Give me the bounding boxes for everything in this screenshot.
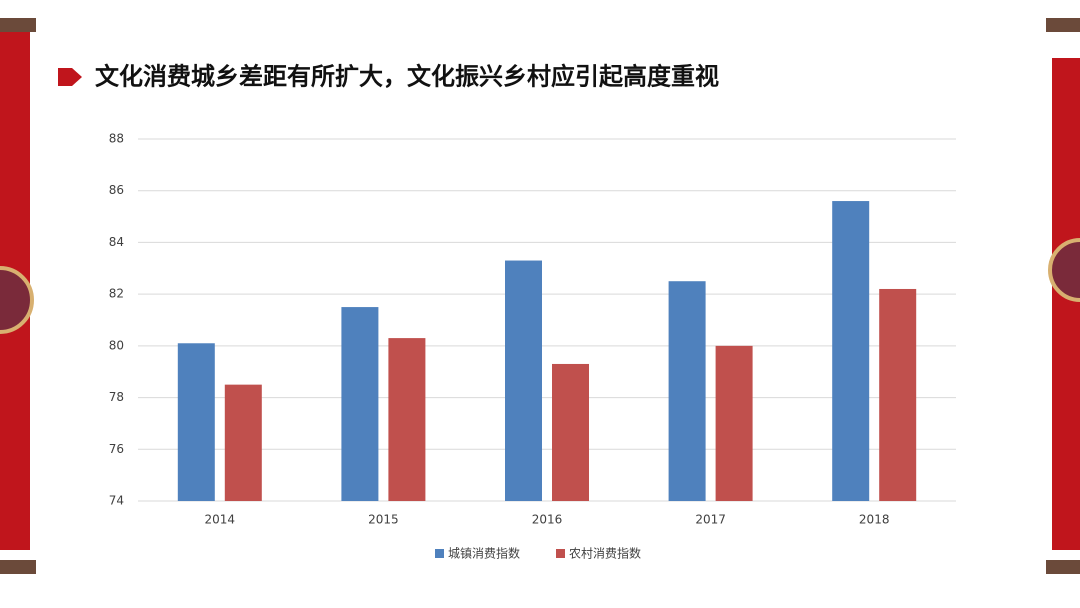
left-scroll-rod [0, 560, 36, 574]
bar [879, 288, 917, 501]
legend-swatch [556, 549, 565, 558]
bar [668, 281, 706, 501]
right-scroll-rod [1046, 18, 1080, 32]
y-tick-label: 86 [109, 183, 124, 197]
y-tick-label: 84 [109, 235, 124, 249]
y-tick-label: 82 [109, 287, 124, 301]
legend-swatch [435, 549, 444, 558]
y-tick-label: 76 [109, 442, 124, 456]
bar [177, 343, 215, 501]
x-tick-label: 2016 [532, 513, 563, 527]
bar [341, 307, 379, 501]
bar [505, 260, 542, 501]
right-scroll [1052, 58, 1080, 550]
x-tick-label: 2015 [368, 513, 399, 527]
chart-title: 文化消费城乡差距有所扩大，文化振兴乡村应引起高度重视 [95, 62, 719, 91]
bar [832, 201, 870, 502]
x-tick-label: 2017 [695, 513, 726, 527]
left-ornament [0, 266, 34, 334]
x-tick-label: 2014 [205, 513, 236, 527]
legend-label: 农村消费指数 [569, 546, 641, 561]
left-scroll-rod [0, 18, 36, 32]
legend-label: 城镇消费指数 [448, 546, 520, 561]
bar [552, 363, 589, 501]
y-tick-label: 74 [109, 494, 124, 508]
title-marker [58, 68, 82, 86]
right-ornament [1048, 238, 1080, 302]
x-tick-label: 2018 [859, 513, 890, 527]
y-tick-label: 78 [109, 390, 124, 404]
right-scroll-rod [1046, 560, 1080, 574]
bar [388, 338, 426, 501]
bar [715, 345, 753, 501]
y-tick-label: 80 [109, 338, 124, 352]
bar [224, 384, 262, 501]
y-tick-label: 88 [109, 132, 124, 146]
